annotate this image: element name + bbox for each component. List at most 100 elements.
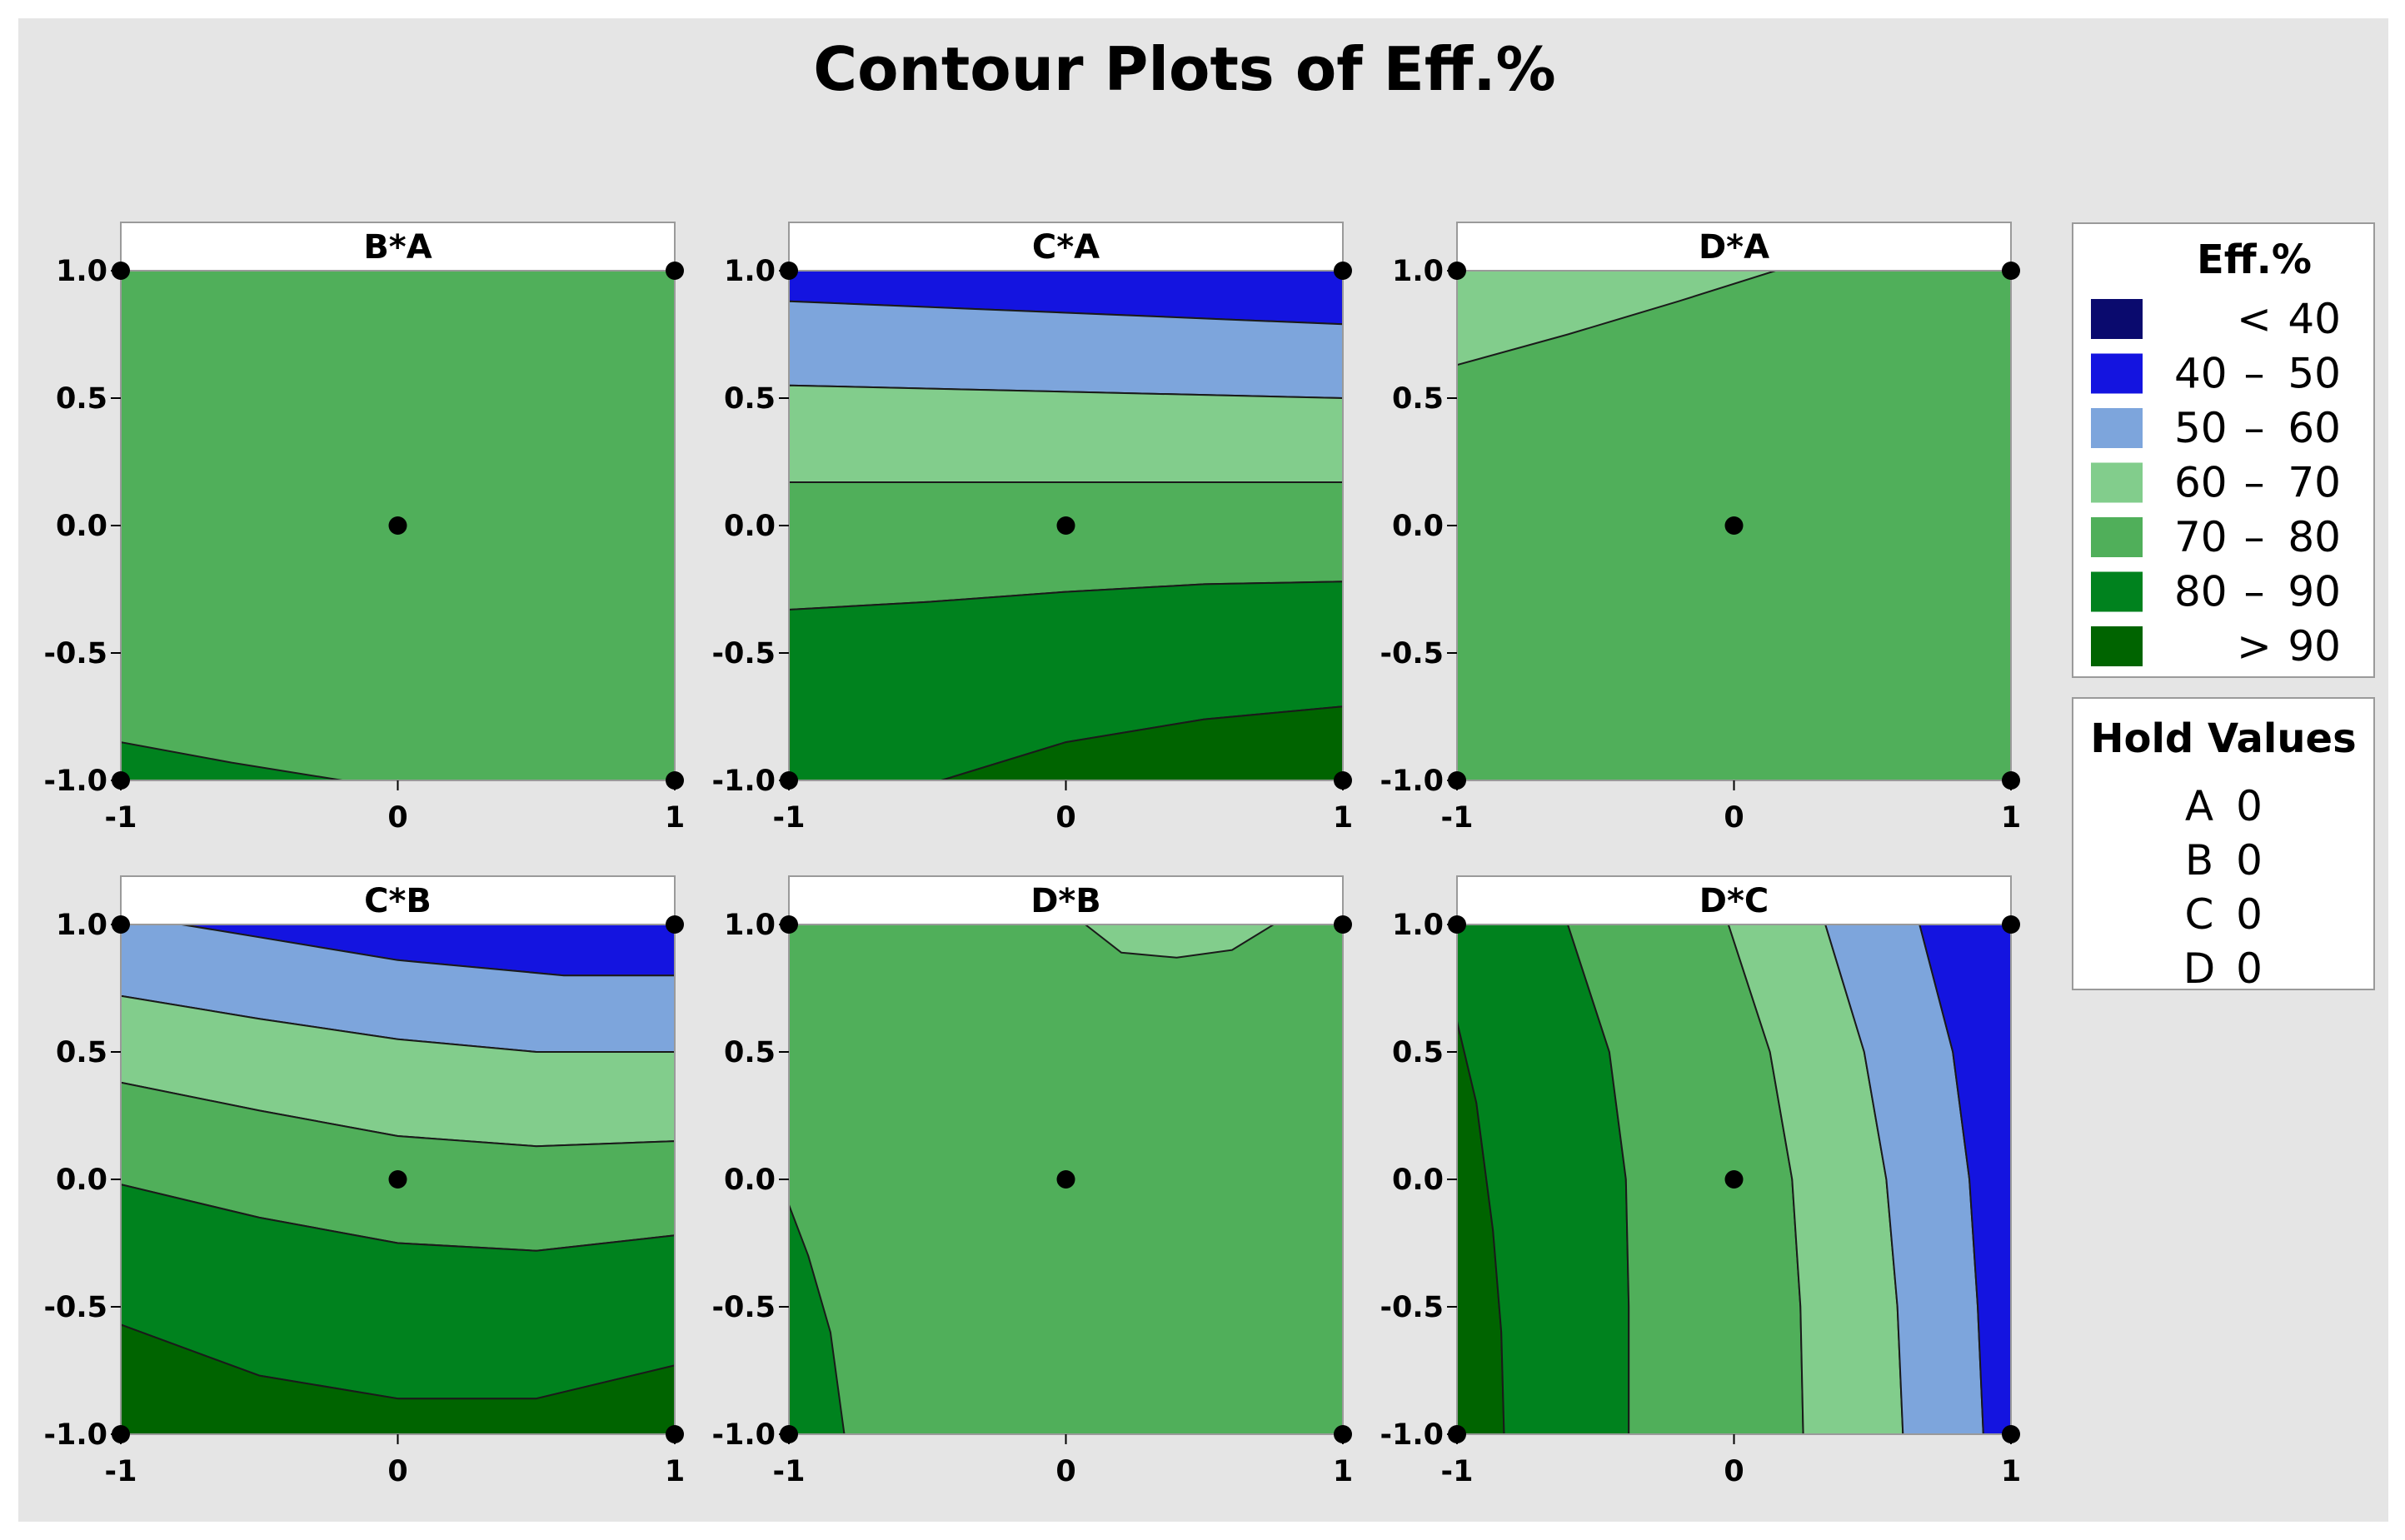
contour-regions	[121, 924, 675, 1434]
y-tick-label: -0.5	[1380, 637, 1444, 670]
panel-title: D*A	[1699, 228, 1769, 267]
y-tick-label: 0.0	[1392, 1164, 1444, 1197]
panel-strip	[1456, 875, 2012, 925]
legend-swatch	[2091, 408, 2143, 448]
contour-panel-c-b: C*B 1.0 0.5 0.0 -0.5 -1.0-1 0 1	[43, 875, 685, 1488]
legend-swatch	[2091, 353, 2143, 394]
y-tick-label: -1.0	[43, 1418, 107, 1452]
panel-title: C*A	[1032, 228, 1100, 267]
x-tick-label: -1	[105, 801, 137, 835]
contour-panel-d-b: D*B 1.0 0.5 0.0 -0.5 -1.0-1 0 1	[711, 875, 1353, 1488]
design-point	[388, 1170, 407, 1189]
contour-region-gt90	[940, 705, 1343, 780]
contour-panel-b-a: B*A 1.0 0.5 0.0 -0.5 -1.0-1 0 1	[43, 222, 685, 835]
x-tick-label: 1	[665, 801, 685, 835]
contour-region-60-70	[789, 384, 1343, 483]
legend-label-low: 70	[2174, 513, 2228, 561]
contour-panel-d-c: D*C 1.0 0.5 0.0 -0.5 -1.0-1 0 1	[1380, 875, 2021, 1488]
x-tick-label: 0	[1724, 1455, 1744, 1488]
contour-region-40-50	[1919, 924, 2011, 1434]
hold-box	[2072, 697, 2375, 990]
x-tick-label: 0	[387, 801, 407, 835]
y-tick-label: -0.5	[43, 1291, 107, 1324]
hold-value: 0	[2236, 890, 2263, 939]
x-tick-label: 0	[1055, 1455, 1075, 1488]
panel-strip	[120, 222, 676, 272]
y-tick-label: -1.0	[1380, 1418, 1444, 1452]
legend-label-high: 60	[2288, 404, 2341, 452]
y-tick-label: -0.5	[711, 637, 776, 670]
hold-value: 0	[2236, 836, 2263, 885]
panel-title: B*A	[363, 228, 432, 267]
contour-regions	[1457, 924, 2011, 1434]
hold-factor: C	[2185, 890, 2214, 939]
legend-label-high: 80	[2288, 513, 2341, 561]
y-tick-label: 0.0	[1392, 510, 1444, 543]
legend-separator: –	[2244, 350, 2265, 398]
legend-label-high: 70	[2288, 459, 2341, 507]
panel-title: D*C	[1699, 882, 1769, 920]
y-tick-label: 0.5	[724, 1036, 776, 1069]
y-tick-label: -0.5	[711, 1291, 776, 1324]
design-point	[2002, 915, 2020, 934]
x-tick-label: 0	[1055, 801, 1075, 835]
x-tick-label: 1	[2001, 1455, 2021, 1488]
y-tick-label: 0.5	[1392, 1036, 1444, 1069]
y-tick-label: 0.0	[724, 510, 776, 543]
y-tick-label: 0.0	[724, 1164, 776, 1197]
contour-region-60-70	[1084, 924, 1275, 959]
hold-factor: A	[2185, 782, 2213, 830]
design-point	[388, 516, 407, 535]
legend-label-high: 50	[2288, 350, 2341, 398]
contour-panel-c-a: C*A 1.0 0.5 0.0 -0.5 -1.0-1 0 1	[711, 222, 1353, 835]
x-tick-label: 1	[2001, 801, 2021, 835]
design-point	[1724, 1170, 1744, 1189]
y-tick-label: -1.0	[711, 765, 776, 798]
x-tick-label: -1	[1441, 1455, 1474, 1488]
contour-panel-d-a: D*A 1.0 0.5 0.0 -0.5 -1.0-1 0 1	[1380, 222, 2021, 835]
hold-title: Hold Values	[2090, 715, 2356, 762]
legend-label-low: 80	[2174, 568, 2228, 616]
legend-label-low: 50	[2174, 404, 2228, 452]
legend-label-high: 40	[2288, 295, 2341, 343]
design-point	[1056, 1170, 1075, 1189]
legend-label-low: 40	[2174, 350, 2228, 398]
x-tick-label: 0	[1724, 801, 1744, 835]
hold-factor: B	[2185, 836, 2213, 885]
x-tick-label: -1	[773, 801, 806, 835]
legend-separator: –	[2244, 459, 2265, 507]
y-tick-label: -0.5	[1380, 1291, 1444, 1324]
y-tick-label: 1.0	[56, 255, 107, 288]
y-tick-label: -0.5	[43, 637, 107, 670]
panel-strip	[120, 875, 676, 925]
legend-swatch	[2091, 626, 2143, 666]
y-tick-label: 0.5	[56, 382, 107, 416]
hold-factor: D	[2183, 944, 2216, 993]
panels-group: B*A1.00.50.0-0.5-1.0-1 0 1C*A1.00.50.0-0.5…	[43, 222, 2021, 1488]
y-tick-label: 1.0	[724, 255, 776, 288]
x-tick-label: -1	[105, 1455, 137, 1488]
legend-separator: >	[2237, 622, 2272, 670]
legend-separator: –	[2244, 513, 2265, 561]
hold-value: 0	[2236, 782, 2263, 830]
y-tick-label: 1.0	[1392, 909, 1444, 942]
y-tick-label: -1.0	[1380, 765, 1444, 798]
hold-value: 0	[2236, 944, 2263, 993]
design-point	[666, 915, 684, 934]
legend-label-high: 90	[2288, 622, 2341, 670]
y-tick-label: 1.0	[724, 909, 776, 942]
y-tick-label: -1.0	[711, 1418, 776, 1452]
legend-swatch	[2091, 462, 2143, 503]
panel-title: D*B	[1030, 882, 1101, 920]
x-tick-label: 0	[387, 1455, 407, 1488]
legend-separator: <	[2237, 295, 2272, 343]
y-tick-label: -1.0	[43, 765, 107, 798]
y-tick-label: 0.5	[56, 1036, 107, 1069]
design-point	[1056, 516, 1075, 535]
panel-strip	[788, 222, 1344, 272]
x-tick-label: -1	[1441, 801, 1474, 835]
